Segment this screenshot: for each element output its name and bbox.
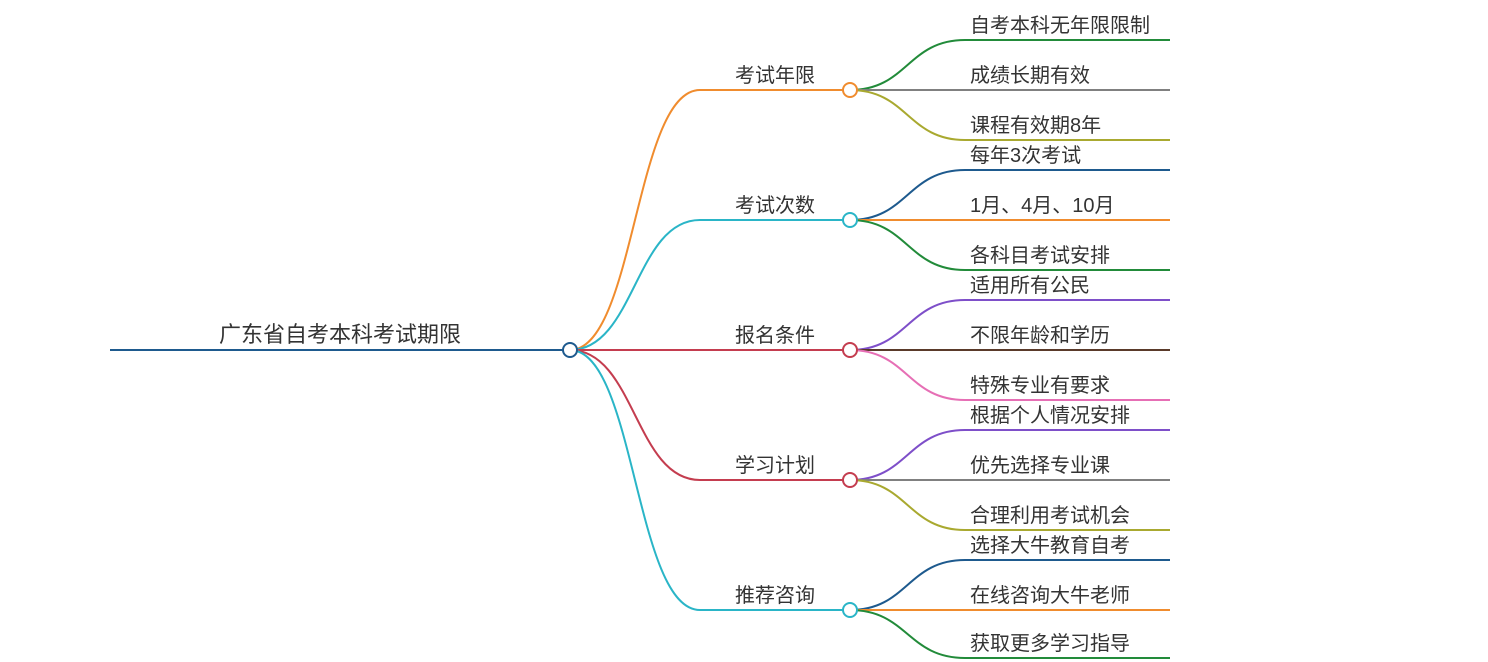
leaf-label: 选择大牛教育自考 [970, 534, 1130, 557]
branch-connector [570, 220, 700, 350]
branch-connector [850, 350, 965, 400]
branch-node [843, 473, 857, 487]
branch-node [843, 83, 857, 97]
leaf-label: 合理利用考试机会 [970, 504, 1130, 527]
branch-connector [850, 610, 965, 658]
branch-connector [850, 90, 965, 140]
branch-node [843, 603, 857, 617]
branch-label: 考试次数 [735, 194, 815, 217]
branch-connector [850, 480, 965, 530]
branch-label: 学习计划 [735, 454, 815, 477]
leaf-label: 不限年龄和学历 [970, 324, 1110, 347]
leaf-label: 课程有效期8年 [970, 114, 1101, 137]
branch-node [843, 343, 857, 357]
branch-connector [850, 220, 965, 270]
branch-connector [850, 300, 965, 350]
branch-connector [850, 560, 965, 610]
mindmap-diagram: 广东省自考本科考试期限 考试年限 自考本科无年限限制成绩长期有效课程有效期8年考试次… [0, 0, 1488, 662]
leaf-label: 适用所有公民 [970, 274, 1090, 297]
leaf-label: 特殊专业有要求 [970, 374, 1110, 397]
leaf-label: 成绩长期有效 [970, 64, 1090, 87]
branch-label: 考试年限 [735, 64, 815, 87]
leaf-label: 1月、4月、10月 [970, 195, 1115, 217]
root-label: 广东省自考本科考试期限 [219, 322, 461, 347]
branch-connector [850, 430, 965, 480]
leaf-label: 在线咨询大牛老师 [970, 584, 1130, 607]
branch-connector [570, 90, 700, 350]
leaf-label: 自考本科无年限限制 [970, 14, 1150, 37]
branch-connector [850, 170, 965, 220]
leaf-label: 各科目考试安排 [970, 244, 1110, 267]
branch-node [843, 213, 857, 227]
leaf-label: 根据个人情况安排 [970, 404, 1130, 427]
branch-label: 报名条件 [735, 324, 815, 347]
branch-label: 推荐咨询 [735, 584, 815, 607]
branch-connector [570, 350, 700, 480]
branch-connector [850, 40, 965, 90]
leaf-label: 每年3次考试 [970, 144, 1081, 167]
branch-connector [570, 350, 700, 610]
leaf-label: 获取更多学习指导 [970, 632, 1130, 655]
leaf-label: 优先选择专业课 [970, 454, 1110, 477]
root-node [563, 343, 577, 357]
